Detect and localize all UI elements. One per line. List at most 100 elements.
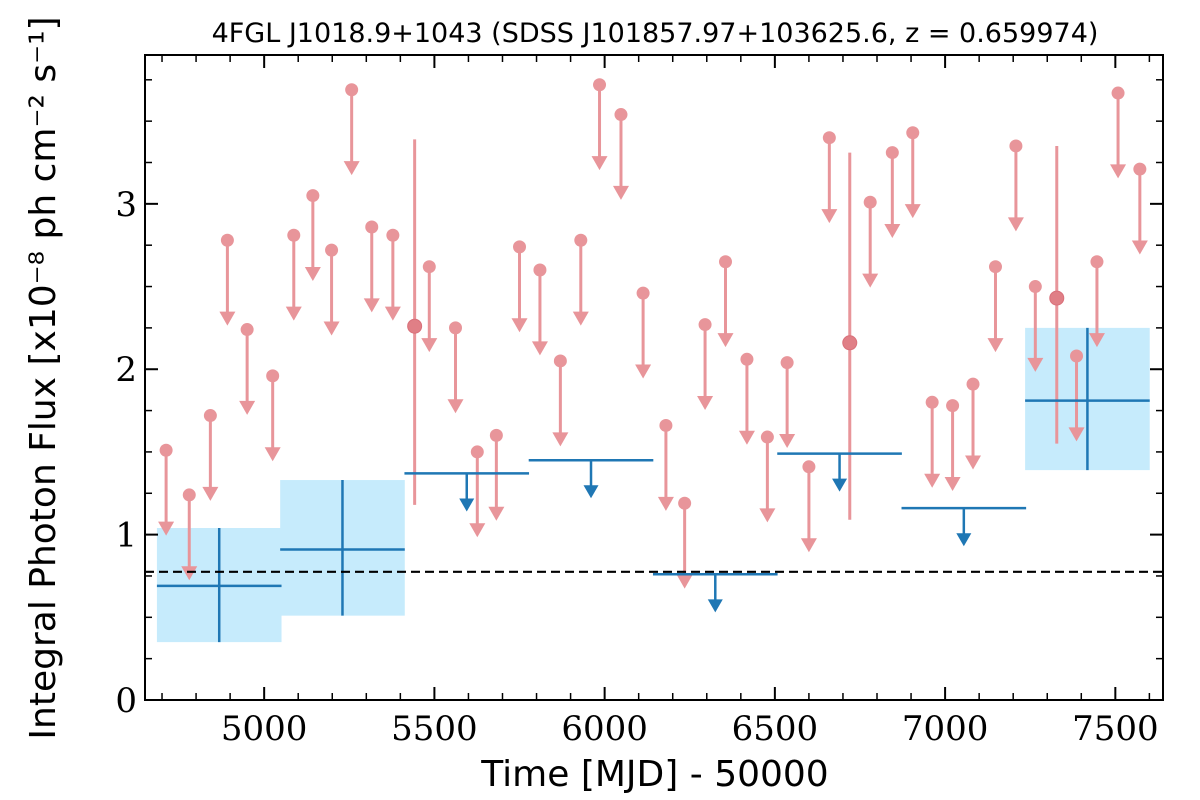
short-ul-point — [345, 83, 359, 97]
short-ul-point — [220, 233, 234, 247]
short-upper-limit-9 — [343, 83, 360, 176]
short-ul-point — [1090, 255, 1104, 269]
short-ul-arrowhead — [158, 521, 175, 536]
short-ul-point — [1028, 280, 1042, 294]
chart-title: 4FGL J1018.9+1043 (SDSS J101857.97+10362… — [212, 18, 1099, 49]
short-upper-limit-7 — [304, 189, 321, 281]
y-tick-label: 2 — [115, 350, 137, 390]
short-ul-arrowhead — [1088, 333, 1105, 348]
short-ul-point — [470, 445, 484, 459]
short-ul-point — [325, 243, 339, 257]
short-upper-limit-19 — [572, 233, 589, 326]
short-ul-point — [386, 228, 400, 242]
short-ul-arrowhead — [239, 400, 256, 415]
short-ul-arrowhead — [779, 434, 796, 448]
short-upper-limit-2 — [202, 409, 219, 501]
short-ul-arrowhead — [447, 399, 464, 414]
short-ul-point — [1009, 139, 1023, 153]
short-ul-point — [760, 430, 774, 444]
short-ul-point — [287, 228, 301, 242]
short-ul-arrowhead — [181, 566, 198, 581]
short-ul-arrowhead — [676, 574, 693, 589]
short-upper-limit-44 — [1131, 162, 1148, 255]
short-ul-arrowhead — [323, 321, 340, 336]
short-detection-1 — [842, 152, 858, 520]
short-upper-limit-3 — [219, 233, 236, 326]
short-ul-point — [240, 323, 254, 337]
short-ul-point — [422, 260, 436, 274]
short-ul-arrowhead — [363, 298, 380, 313]
short-ul-point — [946, 399, 960, 413]
short-ul-arrowhead — [612, 185, 629, 200]
long-ul-arrowhead — [583, 485, 599, 499]
long-bin-points — [156, 327, 1150, 643]
short-ul-point — [906, 126, 920, 140]
short-upper-limit-39 — [1007, 139, 1024, 232]
short-ul-arrowhead — [511, 318, 528, 333]
short-ul-arrowhead — [904, 204, 921, 219]
long-upper-limit-4 — [901, 506, 1027, 547]
long-ul-arrowhead — [956, 533, 972, 547]
short-upper-limit-5 — [264, 369, 281, 462]
short-ul-point — [780, 356, 794, 370]
short-ul-point — [533, 263, 547, 277]
short-upper-limit-17 — [531, 263, 548, 356]
short-ul-arrowhead — [488, 506, 505, 521]
x-tick-label: 5500 — [391, 709, 478, 749]
short-upper-limit-11 — [384, 228, 401, 321]
short-detection-2 — [1049, 145, 1065, 444]
short-ul-arrowhead — [1007, 217, 1024, 232]
long-ul-arrowhead — [832, 478, 848, 492]
short-upper-limit-10 — [363, 220, 380, 313]
long-detection-2 — [1025, 327, 1150, 471]
x-tick-label: 7000 — [902, 709, 989, 749]
short-ul-arrowhead — [285, 306, 302, 321]
short-ul-arrowhead — [1131, 240, 1148, 255]
short-ul-arrowhead — [202, 486, 219, 501]
long-upper-limit-0 — [404, 472, 530, 512]
short-ul-arrowhead — [987, 338, 1004, 353]
short-ul-point — [802, 460, 816, 474]
short-bin-points — [158, 78, 1148, 589]
short-upper-limit-18 — [552, 354, 569, 447]
short-upper-limit-23 — [657, 418, 674, 511]
short-upper-limit-33 — [884, 146, 901, 238]
short-ul-arrowhead — [1110, 164, 1127, 179]
short-upper-limit-42 — [1088, 255, 1105, 348]
short-upper-limit-32 — [862, 195, 879, 288]
short-ul-arrowhead — [697, 395, 714, 410]
short-upper-limit-37 — [965, 377, 982, 470]
uncertainty-boxes — [156, 327, 1150, 643]
short-ul-arrowhead — [469, 523, 486, 538]
short-upper-limit-35 — [924, 395, 941, 488]
short-ul-arrowhead — [219, 311, 236, 326]
short-upper-limit-15 — [488, 428, 505, 521]
long-detection-0 — [156, 528, 282, 643]
short-ul-point — [659, 418, 673, 432]
short-upper-limit-0 — [158, 443, 175, 536]
short-upper-limit-24 — [676, 496, 693, 589]
x-tick-label: 7500 — [1072, 709, 1159, 749]
short-ul-arrowhead — [800, 538, 817, 553]
short-ul-arrowhead — [1068, 427, 1085, 442]
long-upper-limit-3 — [777, 452, 902, 492]
short-ul-arrowhead — [1027, 357, 1044, 372]
y-axis-title: Integral Photon Flux [x10⁻⁸ ph cm⁻² s⁻¹] — [23, 16, 64, 739]
y-tick-label: 1 — [115, 516, 137, 556]
short-ul-point — [449, 321, 463, 335]
short-ul-arrowhead — [343, 161, 360, 176]
short-upper-limit-38 — [987, 260, 1004, 353]
short-upper-limit-16 — [511, 240, 528, 333]
axes: 5000 5500 6000 6500 7000 7500 0 1 2 3 — [115, 54, 1164, 749]
short-ul-point — [1070, 349, 1084, 363]
short-det-point — [842, 335, 858, 351]
short-upper-limit-26 — [717, 255, 734, 348]
short-ul-point — [1133, 162, 1147, 176]
short-upper-limit-6 — [285, 228, 302, 321]
short-upper-limit-43 — [1110, 86, 1127, 179]
y-tick-label: 3 — [115, 185, 137, 225]
short-upper-limit-20 — [591, 78, 608, 171]
short-ul-arrowhead — [738, 430, 755, 445]
y-tick-label: 0 — [115, 681, 137, 721]
